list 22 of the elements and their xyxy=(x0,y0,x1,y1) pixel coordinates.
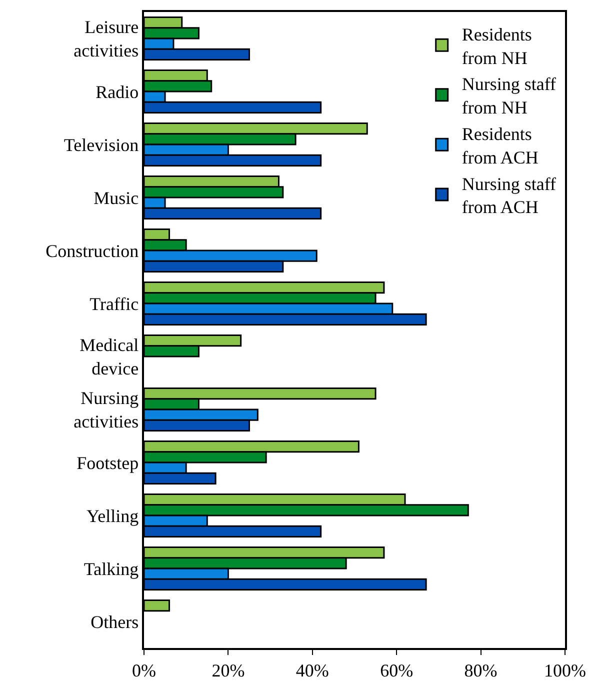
legend-label: Nursing staff from ACH xyxy=(462,174,556,218)
y-tick-label: Nursing activities xyxy=(74,388,139,432)
x-tick-label: 40% xyxy=(296,660,329,680)
x-tick-label: 0% xyxy=(132,660,156,680)
y-tick-label: Others xyxy=(90,612,139,632)
legend-label: Residents from ACH xyxy=(462,124,538,168)
y-tick-label: Talking xyxy=(84,558,139,579)
y-tick-label: Construction xyxy=(46,240,139,261)
legend-label: Residents from NH xyxy=(462,24,532,68)
y-tick-label: Leisure activities xyxy=(74,17,139,60)
x-tick-label: 100% xyxy=(544,660,586,680)
legend-label: Nursing staff from NH xyxy=(462,74,556,118)
y-tick-label: Yelling xyxy=(86,506,139,526)
y-tick-label: Medical device xyxy=(80,335,139,378)
x-tick-label: 80% xyxy=(464,660,498,680)
y-tick-label: Footstep xyxy=(76,452,139,473)
x-tick-label: 60% xyxy=(380,660,414,680)
y-tick-label: Radio xyxy=(96,82,139,102)
y-tick-label: Television xyxy=(64,134,139,155)
x-tick-label: 20% xyxy=(212,660,245,680)
y-tick-label: Music xyxy=(94,188,139,208)
y-tick-label: Traffic xyxy=(90,294,139,314)
